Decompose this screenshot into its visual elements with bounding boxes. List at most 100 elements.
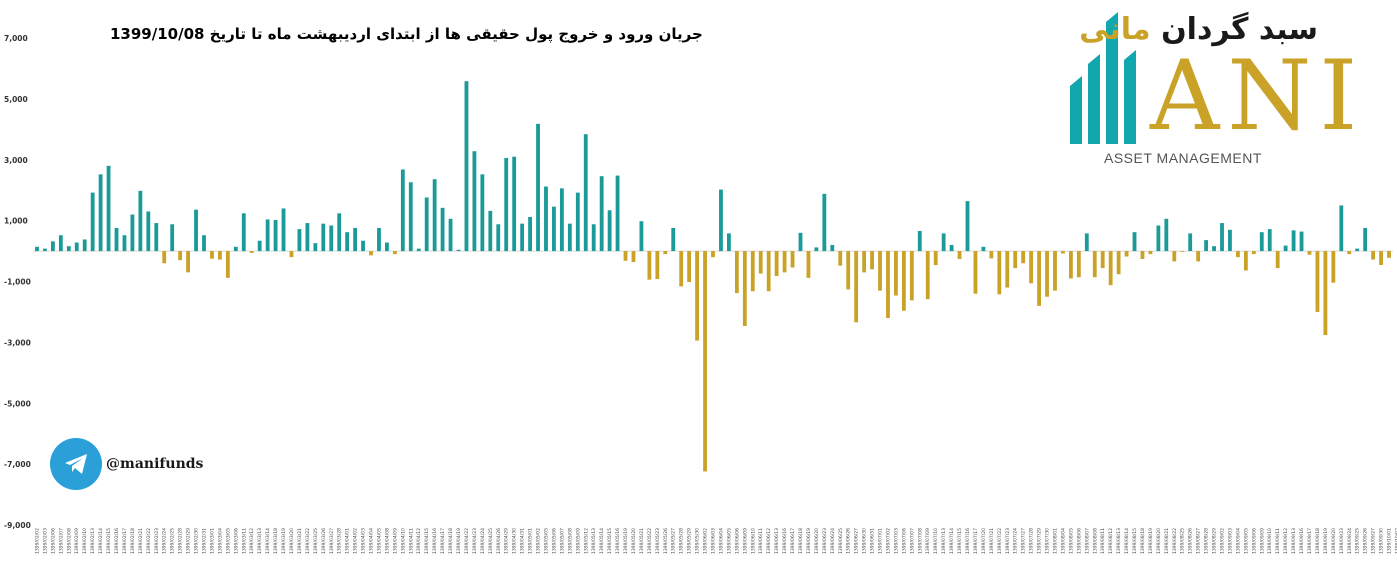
x-tick-label: 1399/02/23 [154,528,160,554]
x-tick-label: 1399/04/23 [472,528,478,554]
x-tick-label: 1399/06/24 [830,528,836,554]
y-tick-label: 5,000 [4,95,28,104]
bar [74,242,79,252]
x-tick-label: 1399/07/17 [973,528,979,554]
x-tick-label: 1399/02/21 [138,528,144,554]
x-tick-label: 1399/09/17 [1307,528,1313,554]
x-tick-label: 1399/08/20 [1156,528,1162,554]
bar [1140,251,1145,259]
x-tick-label: 1399/05/28 [679,528,685,554]
x-tick-label: 1399/09/13 [1291,528,1297,554]
bar [66,246,71,252]
x-tick-label: 1399/07/28 [1029,528,1035,554]
bar [1013,251,1018,269]
telegram-link[interactable]: @manifunds [50,438,203,490]
x-tick-label: 1399/05/13 [591,528,597,554]
bar [225,251,230,278]
bar [1283,245,1288,252]
x-tick-label: 1399/10/02 [1394,528,1397,554]
bar [886,251,890,319]
x-tick-label: 1399/08/07 [1084,528,1090,554]
bar [377,227,381,252]
x-tick-label: 1399/03/12 [249,528,255,554]
bar [1132,232,1137,252]
bar [138,190,143,252]
bar [1108,251,1113,286]
y-tick-label: 3,000 [4,156,28,165]
bar [1061,251,1065,254]
x-tick-label: 1399/08/27 [1196,528,1202,554]
bar [432,179,437,252]
x-tick-label: 1399/03/22 [305,528,311,554]
x-tick-label: 1399/05/06 [551,528,557,554]
bar [1379,251,1383,266]
x-tick-label: 1399/08/29 [1212,528,1218,554]
x-tick-label: 1399/05/27 [671,528,677,554]
x-tick-label: 1399/07/23 [1005,528,1011,554]
bar [114,227,119,252]
bar [1100,251,1105,269]
bar [552,206,556,252]
x-tick-label: 1399/09/18 [1315,528,1321,554]
x-tick-label: 1399/09/11 [1275,528,1281,554]
logo-persian-gold: مانی [1079,12,1151,47]
x-tick-label: 1399/03/20 [289,528,295,554]
bar [838,251,843,266]
bar [703,251,707,472]
x-tick-label: 1399/03/25 [313,528,319,554]
bar [599,176,604,252]
x-tick-label: 1399/09/05 [1243,528,1249,554]
x-tick-label: 1399/04/22 [464,528,470,554]
bar [170,224,175,252]
x-tick-label: 1399/02/06 [50,528,56,554]
x-tick-label: 1399/02/08 [66,528,72,554]
bar [400,169,405,252]
bar [1220,223,1224,252]
bar [130,214,135,252]
bar [1029,251,1034,284]
x-tick-label: 1399/05/15 [607,528,613,554]
x-tick-label: 1399/07/15 [957,528,963,554]
x-tick-label: 1399/02/25 [170,528,176,554]
bar [1228,229,1232,252]
x-tick-label: 1399/02/09 [74,528,80,554]
x-tick-label: 1399/09/25 [1355,528,1361,554]
bar [1267,229,1272,252]
x-tick-label: 1399/08/13 [1116,528,1122,554]
bar [822,193,827,252]
bar [909,251,914,301]
bar-logo-icon [1070,12,1136,144]
bar [385,242,389,252]
bar [854,251,859,323]
bar [1084,233,1089,252]
x-tick-label: 1399/04/19 [456,528,462,554]
bar [392,251,397,255]
x-tick-label: 1399/05/22 [647,528,653,554]
telegram-icon[interactable] [50,438,102,490]
x-tick-label: 1399/04/26 [496,528,502,554]
x-tick-label: 1399/04/30 [512,528,518,554]
bar [90,192,95,252]
bar [1037,251,1041,306]
x-tick-label: 1399/07/03 [893,528,899,554]
bar [1180,251,1185,252]
x-tick-label: 1399/08/21 [1164,528,1170,554]
bar [1053,251,1057,291]
x-tick-label: 1399/06/31 [870,528,876,554]
bar [575,192,580,252]
x-tick-label: 1399/09/16 [1299,528,1305,554]
x-tick-label: 1399/08/15 [1132,528,1138,554]
telegram-handle: @manifunds [106,456,204,472]
bar [1005,251,1010,288]
bar [313,243,318,252]
bar [329,225,334,252]
x-tick-label: 1399/08/26 [1188,528,1194,554]
x-tick-label: 1399/03/11 [241,528,247,554]
x-tick-label: 1399/08/18 [1140,528,1146,554]
x-tick-label: 1399/09/02 [1220,528,1226,554]
chart-title: جریان ورود و خروج پول حقیقی ها از ابتدای… [110,25,703,43]
bar [1172,251,1177,262]
bar [1387,251,1391,258]
bar [210,251,214,259]
bar [774,251,779,277]
